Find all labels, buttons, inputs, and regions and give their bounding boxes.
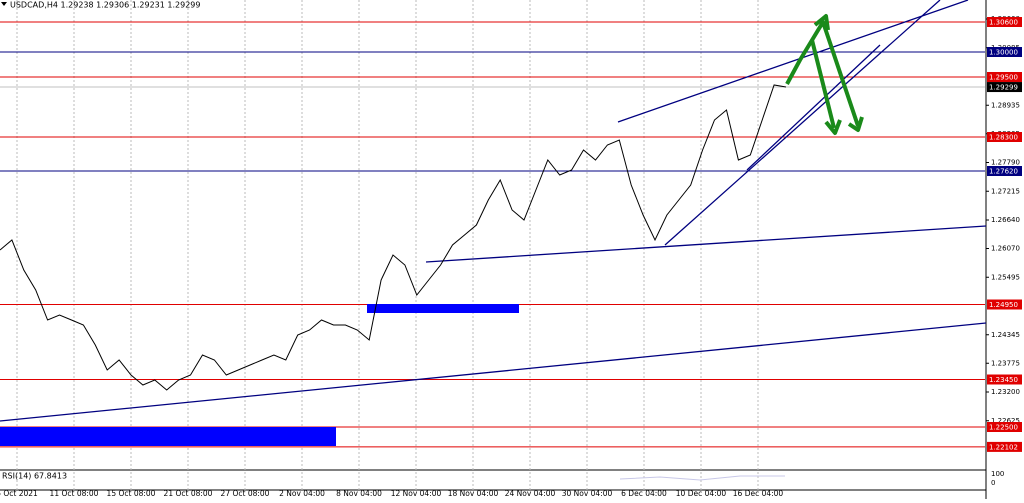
x-tick-label: 12 Nov 04:00 (391, 489, 442, 498)
trend-line (617, 0, 969, 123)
x-tick-label: 11 Oct 08:00 (50, 489, 99, 498)
level-label: 1.23450 (989, 376, 1018, 384)
level-box (987, 441, 1022, 452)
level-box (987, 72, 1022, 82)
y-tick-label: 1.26070 (991, 245, 1020, 253)
level-box (987, 299, 1022, 310)
level-box (987, 132, 1022, 142)
rsi-tick-label: 100 (991, 470, 1004, 478)
arrows (785, 14, 864, 135)
level-label: 1.22102 (989, 443, 1018, 451)
y-tick-label: 1.27215 (991, 187, 1020, 195)
level-label: 1.30000 (989, 49, 1018, 57)
rsi-line (619, 475, 785, 481)
y-tick-label: 1.26640 (991, 216, 1020, 224)
trend-line (0, 322, 987, 422)
x-tick-label: 8 Nov 04:00 (336, 489, 382, 498)
arrow-head (824, 119, 842, 135)
level-box (987, 166, 1022, 176)
arrow-head (813, 14, 830, 31)
x-tick-label: 18 Nov 04:00 (448, 489, 499, 498)
trend-line (664, 0, 941, 246)
level-label: 1.24950 (989, 301, 1018, 309)
y-tick-label: 1.24345 (991, 331, 1020, 339)
x-tick-label: 6 Dec 04:00 (621, 489, 667, 498)
series (0, 84, 787, 391)
y-tick-label: 1.23200 (991, 388, 1020, 396)
y-tick-label: 1.25495 (991, 273, 1020, 281)
zone (0, 427, 336, 446)
level-box (987, 422, 1022, 432)
trend-line (425, 225, 987, 263)
level-label: 1.29299 (989, 84, 1018, 92)
x-tick-label: 21 Oct 08:00 (164, 489, 213, 498)
arrow-head (847, 116, 864, 132)
plot-bg (0, 0, 986, 499)
chart-title: USDCAD,H4 1.29238 1.29306 1.29231 1.2929… (10, 1, 200, 10)
level-label: 1.30600 (989, 19, 1018, 27)
x-tick-label: 10 Dec 04:00 (676, 489, 727, 498)
x-tick-label: 5 Oct 2021 (0, 489, 38, 498)
y-tick-label: 1.22625 (991, 417, 1020, 425)
x-tick-label: 15 Oct 08:00 (107, 489, 156, 498)
trend-line (746, 44, 881, 171)
level-label: 1.28300 (989, 134, 1018, 142)
menu-icon (1, 2, 7, 6)
y-tick-label: 1.23775 (991, 359, 1020, 367)
x-tick-label: 30 Nov 04:00 (562, 489, 613, 498)
x-tick-label: 24 Nov 04:00 (505, 489, 556, 498)
x-tick-label: 2 Nov 04:00 (279, 489, 325, 498)
levels (0, 21, 985, 448)
rsi-label: RSI(14) 67.8413 (2, 472, 67, 481)
level-box (987, 47, 1022, 57)
level-label: 1.29500 (989, 74, 1018, 82)
level-label: 1.22500 (989, 424, 1018, 432)
x-tick-label: 27 Oct 08:00 (221, 489, 270, 498)
rsi-tick-label: 0 (991, 479, 995, 487)
price-line (0, 84, 787, 391)
y-tick-label: 1.27790 (991, 159, 1020, 167)
level-box (987, 17, 1022, 27)
zone (367, 304, 519, 313)
level-box (987, 374, 1022, 385)
level-box (987, 82, 1022, 93)
grid (16, 0, 759, 490)
trend-lines (0, 0, 987, 422)
y-tick-label: 1.28935 (991, 101, 1020, 109)
x-tick-label: 16 Dec 04:00 (733, 489, 784, 498)
arrow (810, 39, 836, 129)
level-label: 1.27620 (989, 168, 1018, 176)
